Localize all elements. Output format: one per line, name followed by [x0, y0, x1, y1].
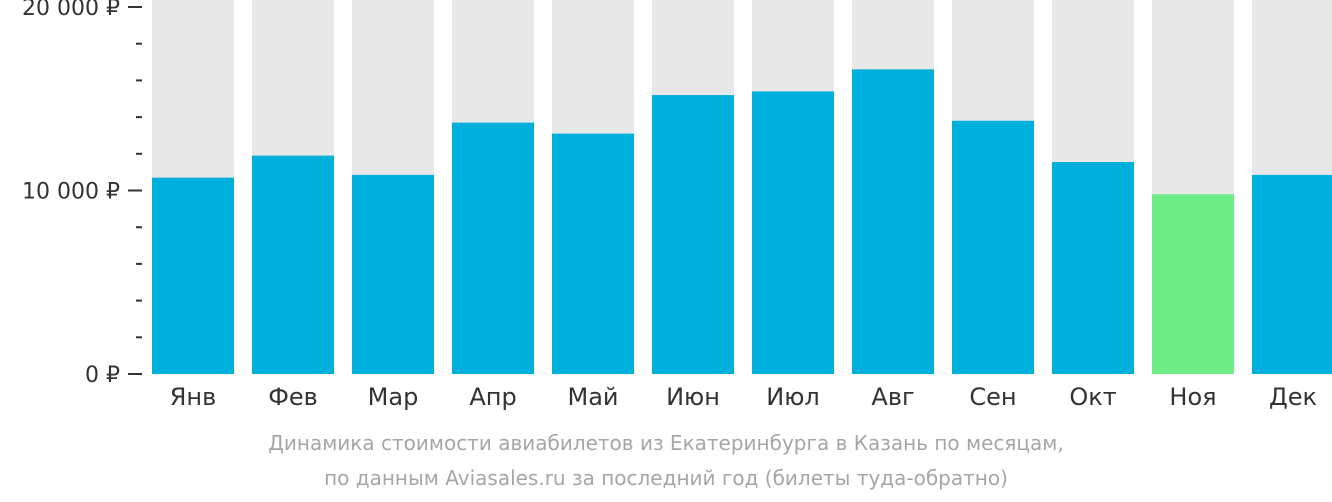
bar-6[interactable] — [652, 95, 734, 374]
x-tick-label: Дек — [1269, 383, 1317, 411]
x-tick-label: Фев — [268, 383, 318, 411]
bar-3[interactable] — [352, 174, 434, 374]
x-axis-labels: Янв Фев Мар Апр Май Июн Июл Авг Сен Окт Ноя Дек — [170, 383, 1317, 411]
x-tick-label: Янв — [170, 383, 217, 411]
chart-caption-line1: Динамика стоимости авиабилетов из Екатер… — [268, 431, 1064, 455]
x-tick-label: Окт — [1069, 383, 1116, 411]
bar-7[interactable] — [752, 91, 834, 374]
bar-10[interactable] — [1052, 162, 1134, 374]
bar-2[interactable] — [252, 155, 334, 374]
chart-caption-line2: по данным Aviasales.ru за последний год … — [324, 466, 1008, 490]
y-tick-label: 10 000 ₽ — [22, 180, 120, 205]
bar-5[interactable] — [552, 133, 634, 374]
x-tick-label: Ноя — [1169, 383, 1216, 411]
x-tick-label: Июл — [766, 383, 820, 411]
y-tick-label: 20 000 ₽ — [22, 0, 120, 21]
y-axis: 0 ₽ 10 000 ₽ 20 000 ₽ — [22, 0, 142, 388]
x-tick-label: Май — [567, 383, 618, 411]
x-tick-label: Июн — [666, 383, 720, 411]
y-tick-label: 0 ₽ — [85, 363, 120, 388]
bar-8[interactable] — [852, 69, 934, 374]
x-tick-label: Авг — [871, 383, 914, 411]
bar-4[interactable] — [452, 122, 534, 374]
x-tick-label: Сен — [969, 383, 1016, 411]
bar-9[interactable] — [952, 120, 1034, 375]
price-bar-chart: 0 ₽ 10 000 ₽ 20 000 ₽ Янв Фев Мар Апр Май Июн Ию… — [22, 0, 1332, 411]
bar-12[interactable] — [1252, 174, 1332, 374]
x-tick-label: Апр — [469, 383, 516, 411]
x-tick-label: Мар — [368, 383, 419, 411]
bars — [152, 0, 1332, 375]
bar-1[interactable] — [152, 177, 234, 374]
bar-11[interactable] — [1152, 194, 1234, 374]
